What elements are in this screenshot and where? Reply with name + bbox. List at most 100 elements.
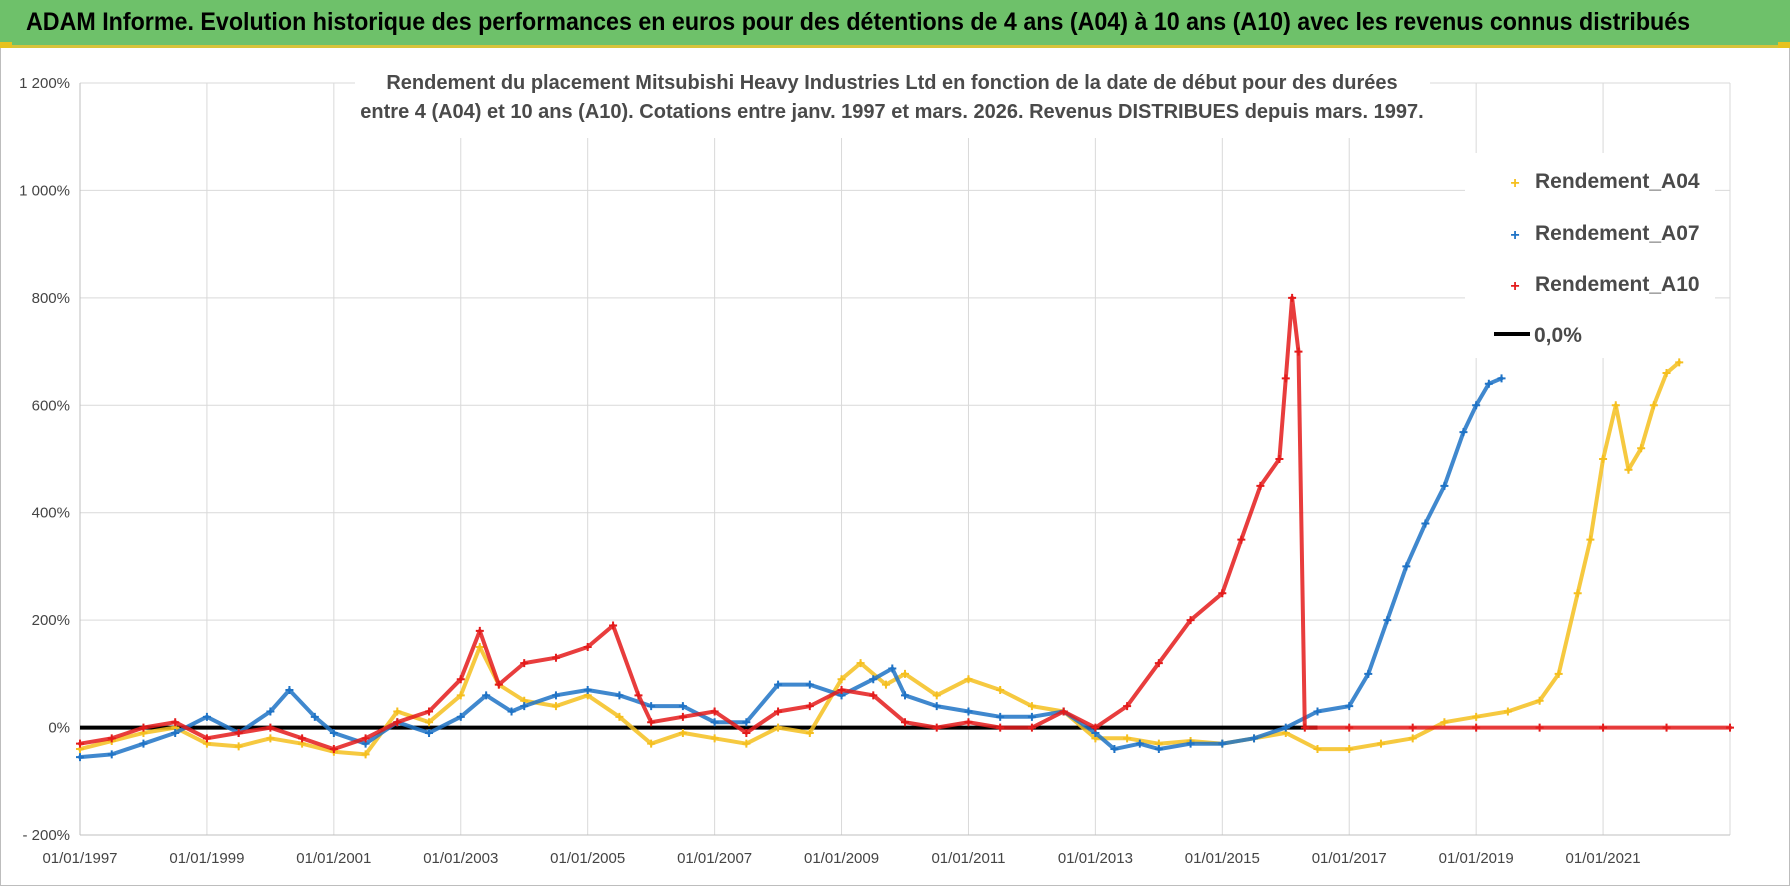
data-point-Rendement_A10 [1027,723,1036,732]
data-point-Rendement_A10 [742,728,751,737]
data-point-Rendement_A04 [615,712,624,721]
series-Rendement_A10 [76,293,1734,754]
data-point-Rendement_A10 [76,739,84,748]
series-line-Rendement_A04 [78,360,1682,757]
x-tick-label: 01/01/2021 [1566,850,1641,867]
data-point-Rendement_A04 [425,718,434,727]
data-point-Rendement_A07 [615,691,624,700]
data-point-Rendement_A04 [475,643,484,651]
legend-marker-a10: + [1510,278,1519,295]
data-point-Rendement_A07 [996,712,1005,721]
data-point-Rendement_A07 [1440,481,1449,490]
x-tick-label: 01/01/2001 [296,850,371,867]
data-point-Rendement_A10 [1662,723,1671,732]
data-point-Rendement_A07 [425,728,434,737]
data-point-Rendement_A10 [964,718,973,727]
data-point-Rendement_A10 [1256,481,1265,490]
data-point-Rendement_A07 [456,712,465,721]
x-axis-ticks: 01/01/1997 01/01/1999 01/01/2001 01/01/2003… [42,850,1640,867]
data-point-Rendement_A04 [1472,712,1481,721]
data-point-Rendement_A07 [1218,739,1227,748]
data-point-Rendement_A10 [171,718,180,727]
y-axis-ticks: - 200% 0% 200% 400% 600% 800% 1 000% 1 200% [19,75,70,844]
data-point-Rendement_A04 [1649,401,1658,410]
data-point-Rendement_A10 [456,675,465,684]
data-point-Rendement_A07 [76,753,84,762]
data-point-Rendement_A04 [1675,358,1684,367]
data-point-Rendement_A07 [139,739,148,748]
data-point-Rendement_A10 [609,621,618,630]
data-point-Rendement_A04 [1662,369,1671,378]
data-point-Rendement_A07 [1135,739,1144,748]
data-point-Rendement_A04 [1573,589,1582,598]
data-point-Rendement_A10 [996,723,1005,732]
data-point-Rendement_A07 [171,728,180,737]
data-point-Rendement_A10 [901,718,909,727]
data-point-Rendement_A04 [1345,745,1354,754]
data-point-Rendement_A04 [901,669,909,678]
data-point-Rendement_A10 [647,718,656,727]
data-point-Rendement_A07 [1497,374,1506,383]
data-point-Rendement_A04 [456,691,465,700]
data-point-Rendement_A07 [964,707,973,716]
x-tick-label: 01/01/2011 [931,850,1005,867]
data-point-Rendement_A07 [1472,401,1481,410]
data-point-Rendement_A04 [678,728,687,737]
data-point-Rendement_A10 [1275,455,1284,463]
data-point-Rendement_A10 [1281,374,1290,383]
y-tick-label: 1 200% [19,75,70,92]
series-Rendement_A07 [76,374,1506,762]
data-point-Rendement_A04 [1313,745,1322,754]
data-point-Rendement_A07 [1250,734,1259,743]
data-point-Rendement_A10 [1294,347,1303,356]
data-point-Rendement_A10 [298,734,307,743]
chart: - 200% 0% 200% 400% 600% 800% 1 000% 1 200% 01/… [19,63,1734,867]
x-tick-label: 01/01/2003 [423,850,498,867]
x-tick-label: 01/01/2009 [804,850,879,867]
x-tick-label: 01/01/2015 [1185,850,1260,867]
data-point-Rendement_A10 [583,643,592,651]
data-point-Rendement_A04 [996,685,1005,694]
data-point-Rendement_A04 [964,675,973,684]
data-point-Rendement_A07 [1484,379,1493,388]
y-tick-label: 600% [32,397,70,414]
data-point-Rendement_A07 [1110,745,1119,754]
data-point-Rendement_A04 [932,691,941,700]
data-point-Rendement_A04 [710,734,719,743]
data-point-Rendement_A10 [1091,723,1100,732]
data-point-Rendement_A10 [551,653,560,662]
data-point-Rendement_A07 [1281,723,1290,732]
data-point-Rendement_A10 [139,723,148,732]
data-point-Rendement_A07 [1345,702,1354,711]
data-point-Rendement_A07 [1027,712,1036,721]
data-point-Rendement_A04 [1535,696,1544,705]
data-point-Rendement_A04 [856,659,865,668]
data-point-Rendement_A04 [551,702,560,711]
data-point-Rendement_A04 [1503,707,1512,716]
legend-bg [1465,153,1715,358]
data-point-Rendement_A07 [888,664,897,673]
data-point-Rendement_A04 [1586,535,1595,544]
legend: + Rendement_A04 + Rendement_A07 + Rendem… [1494,170,1700,347]
data-point-Rendement_A10 [475,626,484,635]
data-point-Rendement_A10 [932,723,941,732]
x-tick-label: 01/01/2019 [1439,850,1514,867]
series-line-Rendement_A10 [78,295,1732,752]
data-point-Rendement_A10 [266,723,275,732]
chart-title-line2: entre 4 (A04) et 10 ans (A10). Cotations… [360,101,1423,123]
x-tick-label: 01/01/2005 [550,850,625,867]
legend-label-zero: 0,0% [1534,324,1582,347]
data-point-Rendement_A10 [1535,723,1544,732]
data-point-Rendement_A07 [647,702,656,711]
data-point-Rendement_A10 [1408,723,1417,732]
data-point-Rendement_A04 [234,742,243,751]
legend-label-a07: Rendement_A07 [1535,222,1700,245]
data-point-Rendement_A07 [551,691,560,700]
x-tick-label: 01/01/2013 [1058,850,1133,867]
legend-label-a10: Rendement_A10 [1535,273,1700,296]
series-layer [76,293,1734,762]
data-point-Rendement_A07 [482,691,491,700]
data-point-Rendement_A07 [1421,519,1430,528]
data-point-Rendement_A07 [202,712,211,721]
data-point-Rendement_A04 [1376,739,1385,748]
